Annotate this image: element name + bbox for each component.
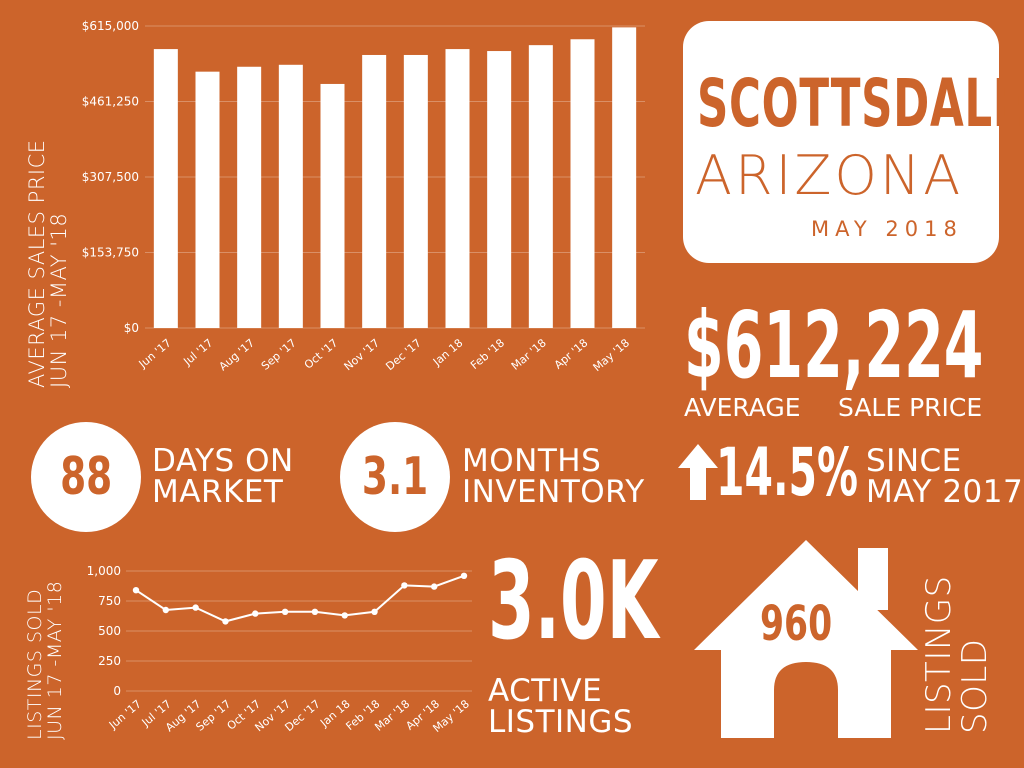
bar <box>237 66 262 328</box>
arrow-up-icon <box>678 444 718 500</box>
line-chart-ylabel: LISTINGS SOLD JUN 17 -MAY '18 <box>24 580 66 740</box>
bar-chart-ylabel: AVERAGE SALES PRICE JUN 17 -MAY '18 <box>25 139 72 388</box>
days-on-market-label: DAYS ON MARKET <box>152 446 294 508</box>
days-on-market-label-line2: MARKET <box>152 474 284 510</box>
line-point <box>192 604 199 611</box>
average-price-label-left: AVERAGE <box>684 393 801 422</box>
bar <box>528 45 553 329</box>
bar-chart-ylabel-line2: JUN 17 -MAY '18 <box>47 212 72 388</box>
bar <box>612 27 637 329</box>
bar-xtick-label: Mar '18 <box>509 336 549 372</box>
date-subtitle: MAY 2018 <box>811 217 963 241</box>
line-point <box>460 572 468 579</box>
bar <box>320 83 345 328</box>
bar-xtick-label: Sep '17 <box>259 336 299 372</box>
line-ytick-label: 0 <box>113 684 121 698</box>
days-on-market-badge: 88 <box>31 422 141 532</box>
house-icon <box>694 540 918 738</box>
line-series <box>135 574 465 623</box>
listings-sold-label-line1: LISTINGS <box>919 575 959 734</box>
bar-xtick-label: Jun '17 <box>136 336 174 371</box>
bar-xtick-label: Jan 18 <box>430 336 466 369</box>
city-title: SCOTTSDALE <box>697 65 1024 142</box>
bar-xtick-label: Aug '17 <box>217 336 258 373</box>
bar <box>362 54 387 329</box>
line-point <box>430 583 438 590</box>
bar-xtick-label: Jul '17 <box>180 336 215 368</box>
change-label-line2: MAY 2017 <box>866 474 1024 510</box>
bar-ytick-label: $461,250 <box>82 95 139 109</box>
bar-xtick-label: Apr '18 <box>552 336 591 371</box>
line-xtick-label: Jun '17 <box>106 697 144 732</box>
bar <box>278 64 303 329</box>
line-chart-ylabel-line1: LISTINGS SOLD <box>24 588 46 740</box>
line-point <box>132 587 140 594</box>
active-listings-label: ACTIVE LISTINGS <box>488 676 633 738</box>
active-listings-label-line1: ACTIVE <box>488 673 603 709</box>
bar-ytick-label: $0 <box>124 321 139 335</box>
bar <box>153 49 178 328</box>
line-ytick-label: 250 <box>98 654 121 668</box>
line-point <box>162 606 170 614</box>
active-listings-value: 3.0K <box>488 539 659 664</box>
bar <box>403 54 428 329</box>
months-inventory-label-line2: INVENTORY <box>462 474 645 510</box>
line-point <box>281 608 289 615</box>
line-ytick-label: 500 <box>98 624 121 638</box>
months-inventory-label-line1: MONTHS <box>462 443 602 479</box>
change-label: SINCE MAY 2017 <box>866 446 1023 508</box>
listings-sold-label-line2: SOLD <box>954 638 995 734</box>
change-label-line1: SINCE <box>866 443 962 479</box>
bar-xtick-label: Feb '18 <box>468 336 507 372</box>
title-card: SCOTTSDALE ARIZONA MAY 2018 <box>683 21 1022 263</box>
line-point <box>252 610 259 617</box>
line-chart-ylabel-line2: JUN 17 -MAY '18 <box>43 580 66 740</box>
bar-xtick-label: Nov '17 <box>342 336 383 373</box>
house-listings-value: 960 <box>760 596 833 652</box>
bar-chart-ylabel-line1: AVERAGE SALES PRICE <box>25 139 49 388</box>
bar-ytick-label: $307,500 <box>82 170 139 184</box>
average-price-label-right: SALE PRICE <box>838 393 983 422</box>
line-point <box>311 608 319 615</box>
line-ytick-label: 1,000 <box>87 564 121 578</box>
line-point <box>341 612 348 619</box>
bar <box>487 51 512 328</box>
state-title: ARIZONA <box>695 144 964 207</box>
line-point <box>401 582 408 589</box>
months-inventory-badge: 3.1 <box>340 422 450 532</box>
days-on-market-value: 88 <box>59 447 113 507</box>
average-price-value: $612,224 <box>684 292 984 399</box>
bar <box>195 71 220 329</box>
bar-ytick-label: $615,000 <box>82 19 139 33</box>
bar-chart: $0 $153,750 $307,500 $461,250 $615,000 Jun '1… <box>82 19 645 374</box>
listings-sold-label: LISTINGS SOLD <box>919 575 995 734</box>
months-inventory-label: MONTHS INVENTORY <box>462 446 645 508</box>
bar-xtick-label: Dec '17 <box>383 336 423 373</box>
bar <box>570 39 595 328</box>
days-on-market-label-line1: DAYS ON <box>152 443 294 479</box>
bar-xtick-label: Oct '17 <box>302 336 341 371</box>
bar-xtick-label: May '18 <box>591 336 632 374</box>
months-inventory-value: 3.1 <box>361 447 429 507</box>
line-point <box>222 618 229 625</box>
change-value: 14.5% <box>716 434 858 511</box>
line-ytick-label: 750 <box>98 594 121 608</box>
active-listings-label-line2: LISTINGS <box>488 704 634 740</box>
line-point <box>371 608 378 615</box>
bar-ytick-label: $153,750 <box>82 246 139 260</box>
bar <box>445 49 470 328</box>
